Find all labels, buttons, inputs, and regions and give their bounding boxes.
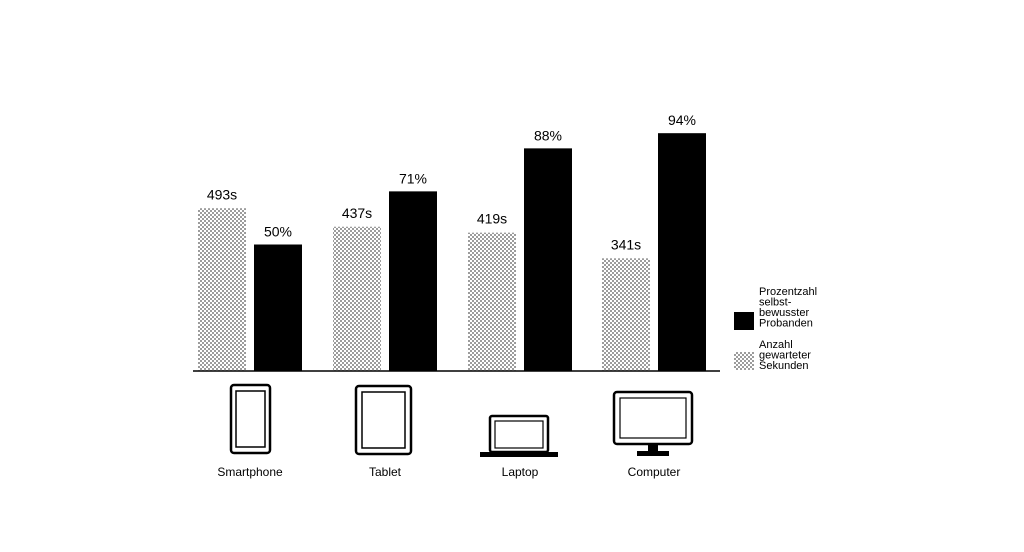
value-label-percent-tablet: 71% [399,170,427,186]
laptop-icon [480,414,558,457]
bar-percent-laptop [524,148,572,371]
legend-swatch-seconds [734,352,754,370]
legend-seconds-line-1: gewarteter [759,350,811,362]
legend-percent-line-1: selbst- [759,297,792,309]
bar-seconds-computer [602,258,650,371]
legend-percent-line-0: Prozentzahl [759,286,817,298]
category-label-tablet: Tablet [369,465,402,479]
category-labels: Smartphone Tablet Laptop Computer [217,465,680,479]
bar-seconds-laptop [468,232,516,371]
bar-seconds-smartphone [198,208,246,371]
legend-percent-line-2: bewusster [759,307,809,319]
value-labels: 493s 50% 437s 71% 419s 88% 341s 94% [207,112,696,252]
series-percent [254,133,706,371]
value-label-seconds-smartphone: 493s [207,186,237,202]
series-seconds [198,208,650,371]
bar-percent-smartphone [254,244,302,371]
legend-seconds-line-2: Sekunden [759,360,809,372]
bar-percent-computer [658,133,706,371]
value-label-percent-computer: 94% [668,112,696,128]
legend-swatch-percent [734,312,754,330]
value-label-seconds-laptop: 419s [477,211,507,227]
category-label-computer: Computer [628,465,681,479]
value-label-percent-smartphone: 50% [264,224,292,240]
legend-percent-line-3: Probanden [759,318,813,330]
smartphone-icon [229,383,272,455]
legend-seconds-line-0: Anzahl [759,339,793,351]
value-label-percent-laptop: 88% [534,127,562,143]
category-label-smartphone: Smartphone [217,465,283,479]
bar-percent-tablet [389,191,437,371]
category-label-laptop: Laptop [502,465,539,479]
bar-seconds-tablet [333,226,381,371]
value-label-seconds-tablet: 437s [342,205,372,221]
computer-icon [612,390,694,456]
tablet-icon [354,384,413,456]
value-label-seconds-computer: 341s [611,236,641,252]
